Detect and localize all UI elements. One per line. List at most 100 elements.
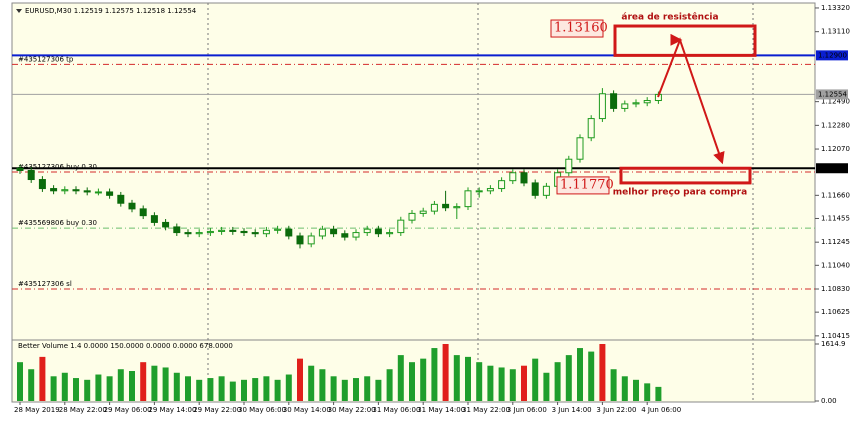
candle-body [386, 232, 394, 235]
candle-body [162, 221, 170, 228]
candle-body [318, 228, 326, 237]
volume-bar [173, 372, 180, 401]
level-label: 1.12900 [818, 51, 847, 59]
candle-body [442, 203, 450, 209]
candle-body [408, 212, 416, 221]
volume-bar [554, 362, 561, 401]
candle-body [341, 233, 349, 238]
candle-body [240, 230, 248, 234]
volume-bar [162, 367, 169, 401]
candle-body [150, 215, 158, 223]
candle-body [621, 103, 629, 109]
order-label: #435569806 buy 0.30 [18, 219, 97, 227]
volume-bar [409, 362, 415, 401]
candle-body [173, 226, 181, 234]
volume-bar [140, 362, 147, 401]
candle-body [139, 208, 147, 217]
volume-bar [353, 378, 359, 401]
candle-body [632, 102, 640, 105]
y-tick-label: 1.13110 [821, 28, 850, 36]
x-tick-label: 29 May 22:00 [193, 406, 241, 414]
level-label-box [816, 50, 848, 61]
candle-body [419, 210, 427, 214]
volume-bar [386, 369, 393, 401]
x-tick-label: 31 May 06:00 [372, 406, 420, 414]
price-box-label: 1.11770 [560, 177, 614, 192]
candle-body [296, 235, 304, 245]
volume-bar [297, 358, 303, 401]
candle-body [610, 93, 618, 109]
level-label-box [816, 163, 848, 174]
x-tick-label: 30 May 06:00 [238, 406, 286, 414]
candle-body [195, 232, 203, 235]
volume-bar [252, 378, 259, 401]
volume-bar [565, 355, 572, 401]
volume-label: Better Volume 1.4 0.0000 150.0000 0.0000… [18, 342, 233, 350]
candle-body [128, 202, 136, 210]
volume-bar [196, 379, 203, 401]
y-tick-label: 1.11455 [821, 214, 850, 222]
candle-body [374, 228, 382, 235]
order-label: #435127306 buy 0.30 [18, 163, 97, 171]
y-tick-label: 1.13320 [821, 4, 850, 12]
x-tick-label: 31 May 22:00 [462, 406, 510, 414]
x-tick-label: 31 May 14:00 [417, 406, 465, 414]
y-tick-label: 1.11660 [821, 191, 850, 199]
volume-bar [509, 369, 516, 401]
volume-bar [207, 378, 214, 401]
y-tick-label: 1.11040 [821, 261, 850, 269]
volume-bar [263, 376, 270, 401]
candle-body [251, 232, 259, 235]
x-tick-label: 28 May 22:00 [59, 406, 107, 414]
x-tick-label: 28 May 2019 [14, 406, 60, 414]
volume-bar [397, 355, 404, 401]
volume-bar [308, 365, 315, 401]
candle-body [117, 194, 125, 204]
level-label-box [816, 89, 848, 100]
candle-body [430, 203, 438, 212]
price-box [556, 176, 610, 195]
candle-body [509, 172, 517, 182]
volume-bar [532, 358, 539, 401]
candle-body [330, 228, 338, 235]
x-tick-label: 3 Jun 06:00 [507, 406, 547, 414]
candle-body [576, 137, 584, 160]
volume-bar [341, 379, 348, 401]
volume-bar [129, 370, 135, 401]
candle-body [218, 229, 226, 232]
level-label: 1.12554 [818, 90, 847, 98]
y-tick-label: 1.12070 [821, 145, 850, 153]
volume-bar [521, 365, 527, 401]
candle-body [285, 228, 293, 237]
volume-bar [95, 374, 102, 401]
y-tick-label: 1.10415 [821, 332, 850, 340]
candle-body [229, 229, 237, 232]
volume-bar [375, 379, 382, 401]
candle-body [184, 232, 192, 235]
volume-bar [73, 378, 79, 401]
volume-bar [498, 367, 505, 401]
order-label: #435127306 sl [18, 280, 72, 288]
candle-body [363, 228, 371, 234]
candle-body [464, 190, 472, 208]
y-tick-label: 1.11245 [821, 238, 850, 246]
candle-body [498, 180, 506, 190]
y-tick-label: 1.12490 [821, 98, 850, 106]
volume-bar [487, 365, 494, 401]
candle-body [38, 179, 46, 190]
candle-body [486, 188, 494, 192]
candle-body [16, 167, 24, 171]
candle-body [598, 93, 606, 120]
volume-bar [330, 376, 337, 401]
volume-bar [621, 376, 628, 401]
volume-bar [218, 376, 225, 401]
candle-body [83, 190, 91, 193]
x-tick-label: 29 May 06:00 [104, 406, 152, 414]
y-tick-label: 1.10625 [821, 308, 850, 316]
candle-body [72, 189, 80, 192]
y-tick-label: 1.12280 [821, 121, 850, 129]
volume-bar [431, 348, 438, 401]
volume-bar [39, 356, 46, 401]
volume-bar [655, 386, 662, 401]
order-label: #435127306 tp [18, 55, 74, 63]
